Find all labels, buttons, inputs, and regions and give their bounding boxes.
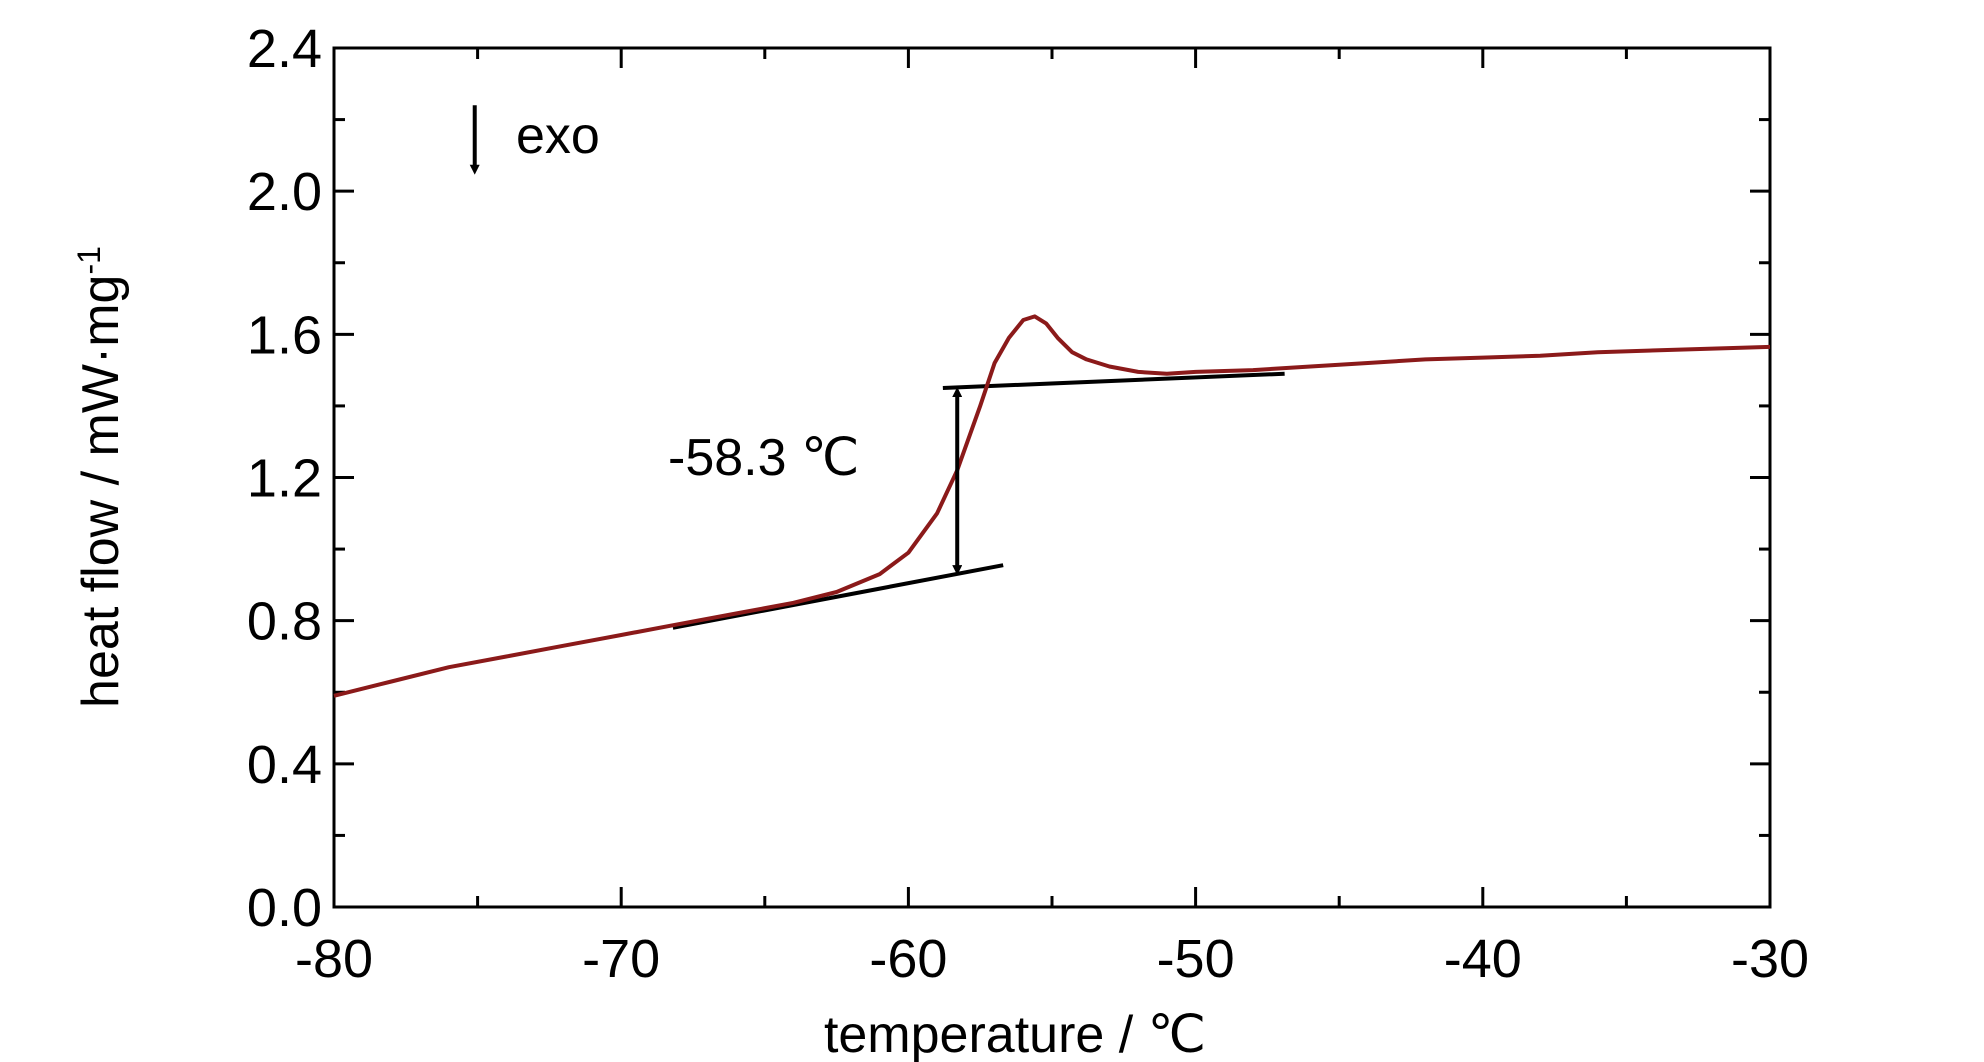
plot-frame	[332, 46, 1772, 909]
x-tick-label: -80	[295, 929, 373, 989]
y-tick-label: 0.4	[247, 735, 322, 795]
y-tick-label: 0.0	[247, 878, 322, 938]
x-tick-label: -60	[869, 929, 947, 989]
glass-transition-label: -58.3 ℃	[668, 429, 859, 487]
baseline-lines	[672, 371, 1285, 630]
y-tick-label: 1.6	[247, 305, 322, 365]
x-axis-tick-labels: -80 -70 -60 -50 -40 -30	[295, 929, 1809, 989]
y-axis-ticks	[334, 46, 1770, 909]
x-tick-label: -70	[582, 929, 660, 989]
y-tick-label: 2.0	[247, 162, 322, 222]
y-tick-label: 1.2	[247, 449, 322, 509]
y-axis-tick-labels: 0.0 0.4 0.8 1.2 1.6 2.0 2.4	[247, 19, 322, 938]
x-tick-label: -50	[1157, 929, 1235, 989]
x-tick-label: -40	[1444, 929, 1522, 989]
y-tick-label: 0.8	[247, 592, 322, 652]
y-axis-title-superscript: -1	[71, 246, 107, 274]
exo-label: exo	[516, 107, 600, 165]
y-axis-title: heat flow / mW·mg-1	[71, 246, 130, 708]
x-axis-ticks	[332, 48, 1772, 907]
x-axis-title: temperature / ℃	[824, 1006, 1206, 1062]
y-axis-title-main: heat flow / mW·mg	[72, 275, 130, 708]
baseline-line	[672, 563, 1004, 630]
x-tick-label: -30	[1731, 929, 1809, 989]
y-tick-label: 2.4	[247, 19, 322, 79]
baseline-line	[942, 371, 1285, 391]
heat-flow-curve	[333, 314, 1771, 698]
